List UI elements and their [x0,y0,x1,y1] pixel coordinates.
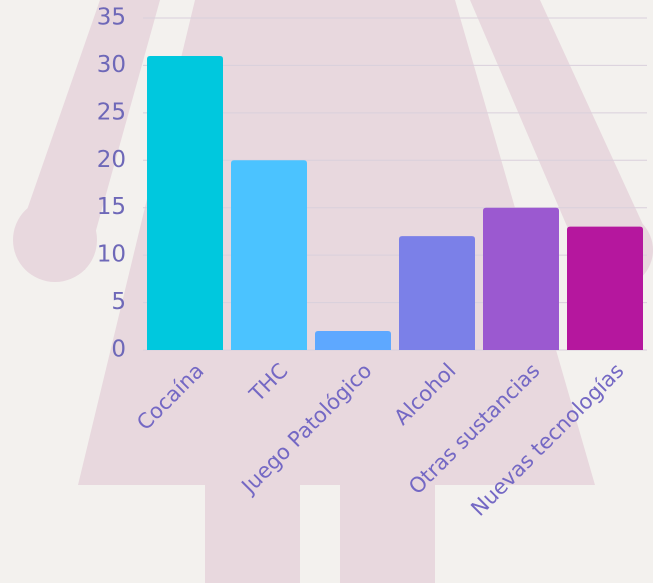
y-tick-label: 0 [111,337,126,363]
y-tick-label: 25 [97,99,126,125]
y-tick-label: 35 [97,5,126,31]
bar [147,56,223,350]
bar [567,227,643,350]
bar [399,236,475,350]
y-tick-label: 30 [97,52,126,78]
y-tick-label: 15 [97,194,126,220]
y-tick-label: 5 [111,289,126,315]
y-tick-label: 20 [97,147,126,173]
chart: 05101520253035CocaínaTHCJuego Patológico… [0,0,653,583]
y-tick-label: 10 [97,242,126,268]
bar [315,331,391,350]
bar [231,160,307,350]
bar [483,208,559,350]
